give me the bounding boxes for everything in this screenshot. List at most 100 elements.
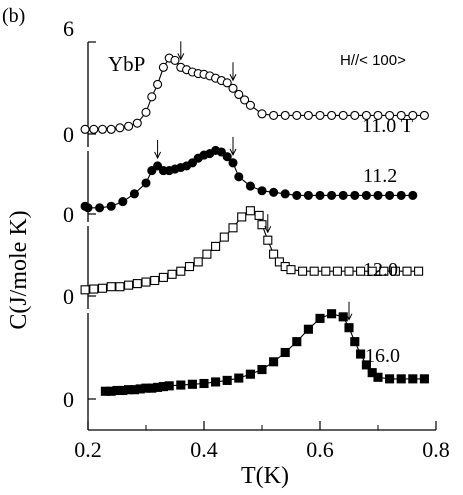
transition-arrow-head [264, 225, 272, 234]
data-point [327, 110, 337, 120]
data-point [219, 232, 229, 242]
x-tick-label-2: 0.6 [306, 437, 334, 462]
data-point [350, 110, 360, 120]
data-point [170, 55, 180, 65]
data-point [327, 309, 337, 319]
data-point [234, 373, 244, 383]
data-point [269, 110, 279, 120]
data-point [269, 187, 279, 197]
data-point [361, 360, 371, 370]
ticks-group: 0.2 0.4 0.6 0.8 6 0 0 0 0 [63, 16, 450, 462]
series-0: 11.0 T [80, 41, 429, 137]
data-point [257, 109, 267, 119]
data-point [332, 266, 342, 276]
data-point [199, 378, 209, 389]
data-point [419, 374, 429, 384]
data-point [193, 257, 203, 267]
data-point [303, 324, 313, 334]
data-point [222, 152, 232, 162]
data-point [373, 372, 383, 382]
data-point [141, 178, 151, 188]
data-point [97, 283, 108, 293]
series-label-0: 11.0 T [362, 115, 413, 137]
data-point [254, 210, 264, 220]
data-point [315, 190, 325, 200]
data-point [350, 337, 360, 347]
data-point [97, 124, 108, 134]
data-point [344, 323, 354, 333]
data-point [80, 124, 90, 134]
data-point [237, 212, 247, 222]
data-point [228, 83, 238, 93]
data-point [356, 266, 366, 276]
data-point [211, 377, 221, 387]
data-point [80, 285, 90, 295]
data-point [419, 110, 429, 120]
data-point [132, 118, 142, 128]
x-axis-label: T(K) [241, 463, 289, 489]
data-point [187, 158, 197, 168]
data-point [234, 172, 244, 182]
data-point [187, 379, 197, 389]
data-point [385, 190, 395, 200]
data-point [132, 279, 142, 289]
data-point [176, 380, 186, 390]
data-point [379, 266, 389, 276]
data-point [115, 282, 125, 292]
data-point [147, 166, 157, 176]
data-point [257, 220, 267, 230]
data-point [106, 282, 116, 292]
data-point [147, 92, 157, 102]
data-point [280, 189, 290, 199]
data-point [106, 201, 116, 211]
data-point [373, 190, 383, 200]
y-tick-label-1: 0 [63, 122, 74, 147]
data-point [158, 272, 168, 282]
data-point [361, 190, 371, 200]
y-tick-label-4: 0 [63, 387, 74, 412]
data-point [402, 266, 412, 276]
data-point [292, 110, 302, 120]
data-point [222, 375, 232, 385]
data-point [228, 223, 238, 233]
data-point [124, 280, 134, 290]
data-point [269, 357, 279, 367]
data-point [414, 266, 424, 276]
data-point [303, 110, 313, 120]
x-tick-label-3: 0.8 [422, 437, 450, 462]
data-point [245, 206, 255, 216]
panel-label: (b) [2, 5, 25, 27]
data-point [240, 95, 250, 105]
data-point [257, 186, 267, 196]
data-point [315, 110, 325, 120]
series-label-1: 11.2 [363, 165, 397, 187]
data-point [245, 181, 255, 191]
data-point [298, 266, 308, 276]
data-point [234, 89, 244, 100]
transition-arrow-head [229, 148, 237, 156]
data-point [167, 269, 177, 279]
data-point [338, 190, 348, 200]
data-point [344, 266, 354, 276]
data-point [280, 110, 290, 120]
data-point [292, 337, 302, 347]
data-point [373, 110, 383, 120]
series-1: 11.2 [80, 136, 418, 213]
x-tick-label-0: 0.2 [74, 437, 102, 462]
data-point [176, 266, 186, 276]
data-point [390, 266, 400, 276]
transition-arrow-head [229, 74, 237, 82]
data-point [385, 110, 395, 120]
data-point [141, 277, 151, 287]
data-point [95, 203, 105, 213]
data-point [396, 190, 406, 200]
y-tick-label-2: 0 [63, 202, 74, 227]
data-point [396, 374, 406, 384]
data-point [263, 235, 273, 245]
data-point [396, 110, 406, 120]
data-point [164, 381, 174, 391]
transition-arrow-head [154, 151, 162, 160]
data-point [367, 266, 377, 276]
data-point [286, 265, 296, 275]
